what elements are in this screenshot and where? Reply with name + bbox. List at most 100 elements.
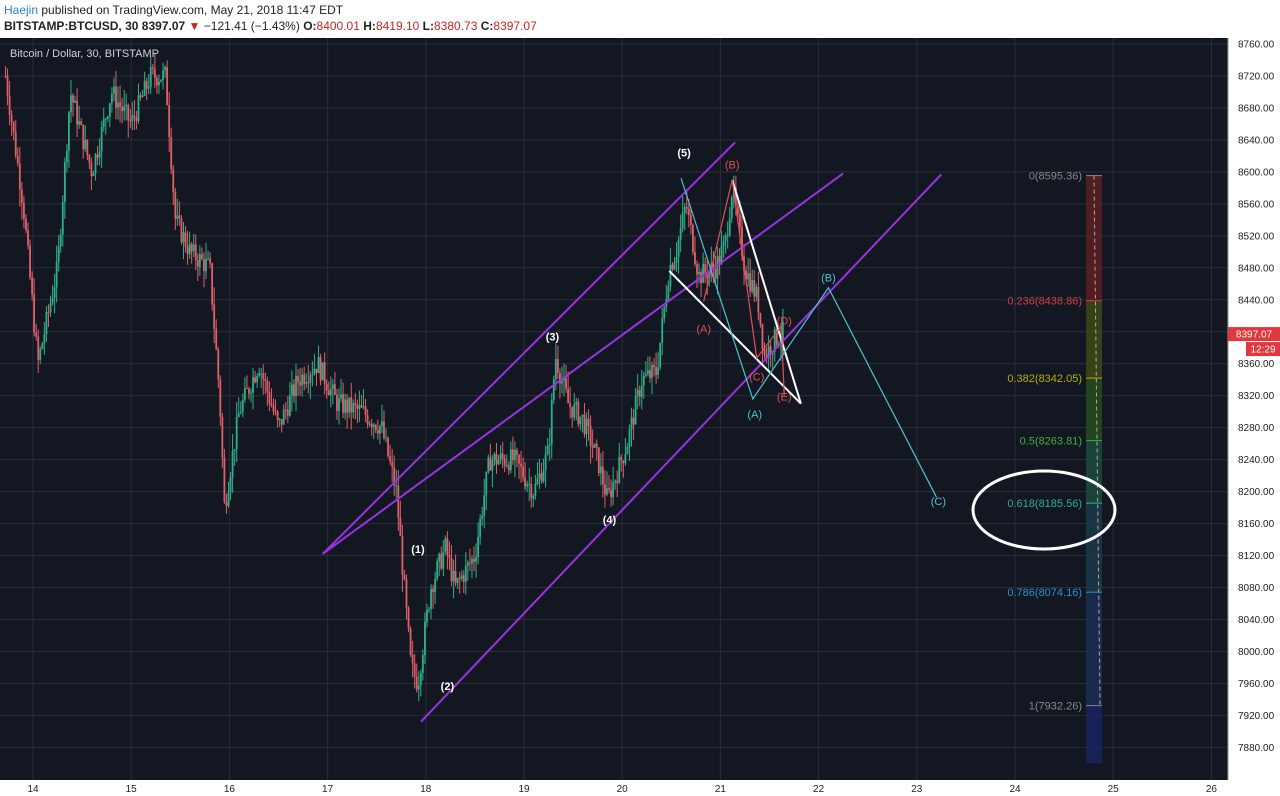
author-link[interactable]: Haejin — [4, 3, 39, 17]
candle-body — [485, 471, 488, 496]
candle-body — [587, 418, 590, 426]
candle-body — [333, 384, 336, 395]
candle-body — [606, 488, 608, 495]
candle-body — [405, 579, 408, 608]
channel-line-upper[interactable] — [321, 141, 736, 555]
candle-body — [76, 100, 79, 125]
candle-body — [16, 155, 19, 164]
price-tick-label: 8200.00 — [1238, 487, 1275, 498]
candle-body — [644, 373, 647, 376]
candle-body — [692, 225, 694, 253]
candle-body — [554, 358, 557, 380]
candle-body — [395, 485, 398, 487]
candle-body — [487, 457, 490, 472]
candle-body — [264, 379, 267, 381]
candle-body — [59, 234, 62, 247]
candle-body — [399, 517, 402, 536]
price-chart[interactable]: 7880.00 7920.00 7960.00 8000.00 8040.00 8080.… — [0, 38, 1280, 796]
candle-body — [362, 406, 365, 408]
candle-body — [25, 218, 27, 231]
candle-body — [393, 467, 396, 486]
candle-body — [491, 460, 494, 471]
fibonacci-levels[interactable]: 0(8595.36) 0.236(8438.86) 0.382(8342.05) 0.… — [1007, 171, 1102, 713]
price-tick-label: 8480.00 — [1238, 263, 1275, 274]
candle-body — [597, 447, 600, 474]
price-axis[interactable] — [1228, 38, 1280, 780]
candle-body — [704, 264, 707, 274]
candle-body — [47, 311, 50, 313]
candle-body — [755, 286, 758, 297]
candle-body — [720, 246, 723, 264]
candle-body — [749, 273, 752, 292]
candle-body — [331, 384, 334, 389]
candle-body — [577, 402, 580, 425]
fib-level-label: 0.5(8263.81) — [1020, 436, 1082, 448]
candle-body — [110, 93, 113, 104]
candle-body — [593, 443, 596, 448]
candle-body — [92, 173, 95, 177]
candle-body — [321, 362, 324, 381]
time-axis[interactable] — [0, 780, 1280, 796]
triangle-upper-line[interactable] — [731, 179, 802, 404]
candle-body — [198, 254, 201, 267]
fib-trend-line — [1093, 175, 1101, 706]
candle-body — [23, 202, 25, 219]
abcde-wave-line[interactable] — [703, 179, 785, 396]
candle-body — [567, 388, 570, 404]
channel-line-middle[interactable] — [322, 172, 844, 555]
fib-band — [1086, 440, 1102, 504]
wave-lines[interactable] — [668, 178, 937, 498]
candle-body — [168, 104, 171, 138]
price-tick-label: 7960.00 — [1238, 679, 1275, 690]
candle-body — [360, 405, 363, 408]
candle-body — [98, 151, 101, 158]
candle-body — [135, 117, 138, 122]
candle-body — [344, 399, 347, 413]
candle-body — [278, 419, 281, 421]
candle-body — [612, 482, 615, 498]
candle-body — [556, 358, 559, 374]
candle-body — [489, 457, 492, 471]
candle-body — [346, 399, 349, 413]
candle-body — [581, 414, 584, 417]
abc-cyan-wave-line[interactable] — [680, 178, 937, 498]
candle-body — [726, 235, 729, 237]
plot-background — [0, 38, 1228, 780]
candle-body — [233, 448, 236, 452]
candle-body — [640, 385, 643, 397]
triangle-lower-line[interactable] — [668, 270, 802, 405]
candle-body — [166, 67, 169, 105]
wave-labels: (1) (2) (3) (4) (5) (A) (B) (C) (D) (E) (A) (B) (C) — [411, 148, 946, 693]
candle-body — [57, 246, 60, 262]
price-badges: 8397.07 12:29 — [1228, 327, 1280, 357]
candle-body — [773, 328, 776, 352]
time-tick-label: 15 — [126, 784, 138, 795]
channel-lines[interactable] — [321, 141, 943, 723]
candle-body — [546, 445, 549, 455]
candle-body — [74, 100, 76, 103]
channel-line-lower[interactable] — [420, 173, 943, 723]
candle-body — [8, 96, 11, 116]
candle-body — [20, 189, 23, 203]
highlight-ellipse — [971, 469, 1117, 551]
candle-body — [299, 381, 302, 386]
candle-body — [782, 321, 784, 340]
candle-body — [544, 454, 547, 471]
publish-line: Haejin published on TradingView.com, May… — [4, 3, 343, 17]
candle-body — [63, 162, 66, 203]
time-tick-label: 26 — [1206, 784, 1218, 795]
fib-band — [1086, 300, 1102, 379]
candle-body — [481, 515, 484, 519]
candle-body — [376, 430, 379, 434]
candle-body — [745, 270, 747, 280]
candle-body — [155, 77, 158, 86]
price-tick-label: 8360.00 — [1238, 359, 1275, 370]
candle-body — [94, 154, 97, 174]
candle-body — [160, 79, 162, 82]
candle-body — [479, 518, 482, 537]
candle-body — [536, 478, 539, 484]
candle-body — [354, 403, 357, 405]
candle-body — [227, 492, 230, 506]
candle-body — [632, 417, 635, 425]
candle-body — [104, 118, 107, 120]
